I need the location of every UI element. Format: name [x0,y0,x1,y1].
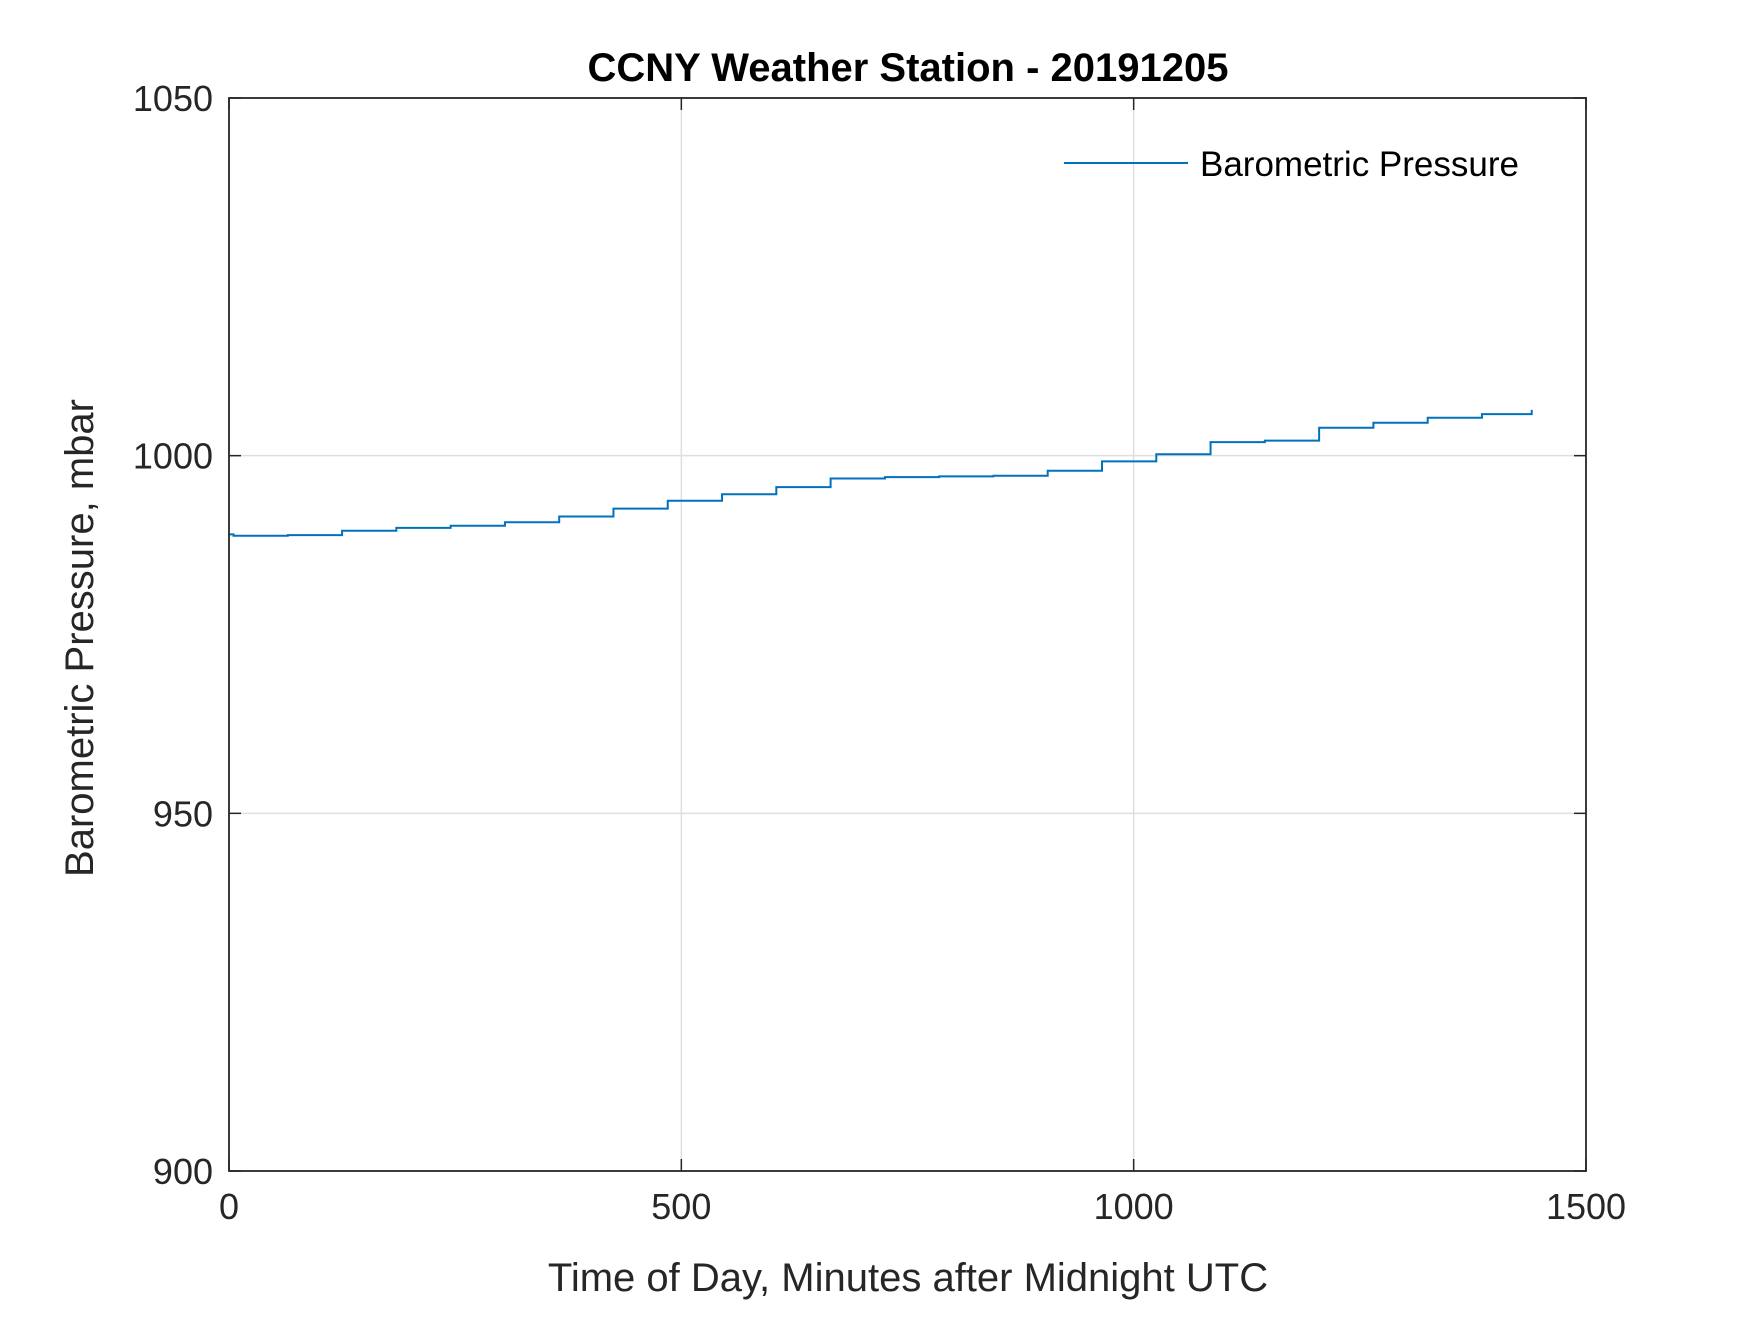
x-tick-label: 500 [651,1186,711,1227]
axes-layer [228,97,1587,1172]
legend-label-barometric-pressure: Barometric Pressure [1200,145,1519,184]
y-axis-label: Barometric Pressure, mbar [58,399,102,877]
x-tick-label: 1500 [1546,1186,1626,1227]
grid-layer [229,98,1586,1171]
x-tick-label: 1000 [1094,1186,1174,1227]
y-tick-label: 1050 [133,78,213,119]
chart-title: CCNY Weather Station - 20191205 [588,46,1229,90]
y-tick-label: 900 [153,1151,213,1192]
series-layer [229,409,1533,537]
x-tick-label: 0 [219,1186,239,1227]
y-tick-label: 950 [153,793,213,834]
tick-label-layer: 0 500 1000 1500 900 950 1000 1050 [133,78,1626,1227]
series-line-barometric-pressure [229,409,1533,537]
chart-legend: Barometric Pressure [1064,145,1519,184]
plot-area-frame [228,97,1587,1172]
x-axis-label: Time of Day, Minutes after Midnight UTC [548,1256,1268,1300]
y-tick-label: 1000 [133,436,213,477]
